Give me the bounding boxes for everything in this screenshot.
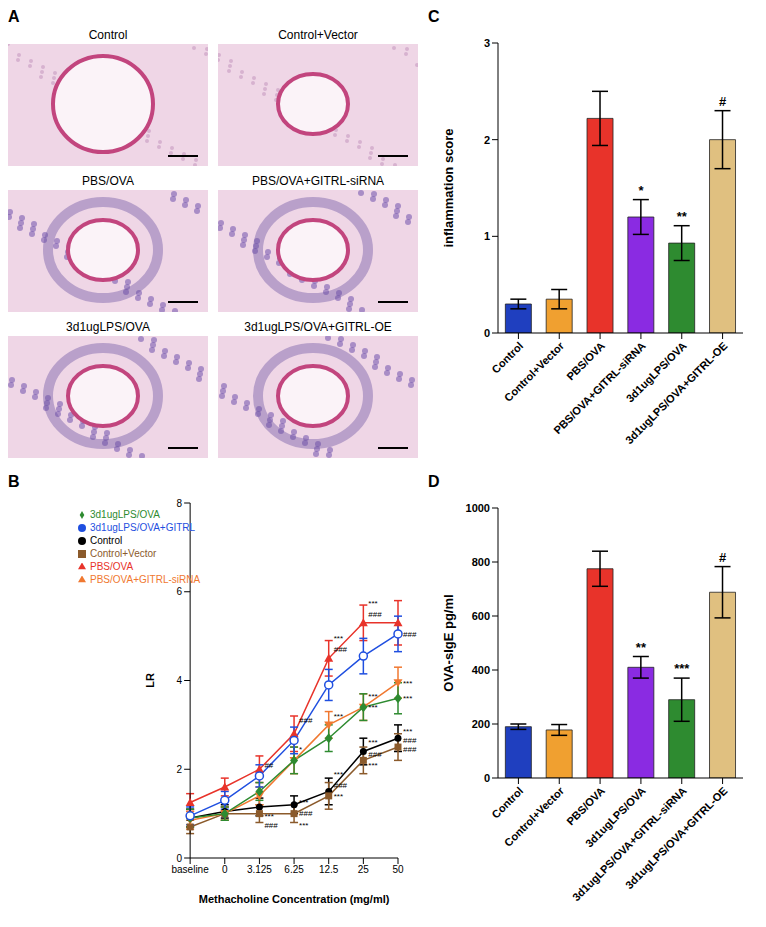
- svg-text:*: *: [299, 745, 302, 754]
- html-text:Control: Control: [88, 28, 128, 42]
- svg-text:***: ***: [403, 694, 412, 703]
- html-text:C: C: [428, 8, 440, 25]
- svg-text:***: ***: [368, 703, 377, 712]
- svg-text:6: 6: [177, 586, 183, 597]
- html-text:B: B: [8, 473, 20, 490]
- svg-text:baseline: baseline: [171, 864, 209, 875]
- svg-text:3d1ugLPS/OVA+GITRL-OE: 3d1ugLPS/OVA+GITRL-OE: [623, 784, 730, 891]
- svg-text:###: ###: [368, 750, 382, 759]
- html-text:Control+Vector: Control+Vector: [90, 548, 157, 559]
- svg-text:###: ###: [334, 645, 348, 654]
- svg-text:###: ###: [403, 745, 417, 754]
- html-text:Control: Control: [90, 535, 123, 546]
- svg-text:**: **: [636, 640, 647, 655]
- svg-text:3d1ugLPS/OVA+GITRL-OE: 3d1ugLPS/OVA+GITRL-OE: [623, 339, 730, 446]
- svg-text:1: 1: [484, 230, 490, 242]
- svg-text:200: 200: [472, 718, 490, 730]
- svg-text:###: ###: [368, 610, 382, 619]
- html-text:3d1ugLPS/OVA: 3d1ugLPS/OVA: [90, 509, 160, 520]
- svg-text:PBS/OVA+GITRL-siRNA: PBS/OVA+GITRL-siRNA: [551, 339, 648, 437]
- svg-text:6.25: 6.25: [284, 864, 304, 875]
- svg-text:##: ##: [264, 761, 273, 770]
- svg-text:***: ***: [334, 634, 343, 643]
- svg-text:***: ***: [368, 692, 377, 701]
- svg-text:###: ###: [299, 716, 313, 725]
- html-text:PBS/OVA+GITRL-siRNA: PBS/OVA+GITRL-siRNA: [251, 174, 385, 188]
- html-text:Control+Vector: Control+Vector: [278, 28, 358, 42]
- html-text:3d1ugLPS/OVA: 3d1ugLPS/OVA: [66, 320, 150, 334]
- svg-text:Methacholine Concentration (mg: Methacholine Concentration (mg/ml): [199, 893, 390, 905]
- svg-text:***: ***: [368, 599, 377, 608]
- svg-text:3: 3: [484, 37, 490, 49]
- svg-text:Control+Vector: Control+Vector: [502, 339, 567, 404]
- svg-text:0: 0: [484, 327, 490, 339]
- svg-text:###: ###: [264, 821, 278, 830]
- html-text:PBS/OVA: PBS/OVA: [82, 174, 134, 188]
- svg-text:###: ###: [299, 809, 313, 818]
- svg-text:***: ***: [299, 821, 308, 830]
- svg-text:0: 0: [177, 853, 183, 864]
- svg-text:2: 2: [177, 764, 183, 775]
- svg-text:25: 25: [358, 864, 370, 875]
- html-text:3d1ugLPS/OVA+GITRL-OE: 3d1ugLPS/OVA+GITRL-OE: [244, 320, 392, 334]
- svg-text:***: ***: [334, 770, 343, 779]
- svg-text:#: #: [719, 94, 727, 109]
- svg-text:8: 8: [177, 498, 183, 509]
- svg-text:*: *: [638, 183, 644, 198]
- svg-text:2: 2: [484, 134, 490, 146]
- svg-text:400: 400: [472, 664, 490, 676]
- svg-text:3.125: 3.125: [247, 864, 272, 875]
- svg-text:0: 0: [222, 864, 228, 875]
- svg-text:3d1ugLPS/OVA+GITRL-siRNA: 3d1ugLPS/OVA+GITRL-siRNA: [569, 784, 689, 904]
- svg-text:Control: Control: [489, 339, 525, 375]
- svg-text:***: ***: [299, 798, 308, 807]
- svg-text:PBS/OVA: PBS/OVA: [564, 339, 607, 382]
- svg-text:**: **: [677, 209, 688, 224]
- svg-text:***: ***: [368, 761, 377, 770]
- svg-text:50: 50: [392, 864, 404, 875]
- svg-text:***: ***: [334, 792, 343, 801]
- svg-text:#: #: [719, 550, 727, 565]
- svg-text:1000: 1000: [466, 502, 490, 514]
- svg-text:###: ###: [334, 781, 348, 790]
- svg-text:***: ***: [403, 727, 412, 736]
- svg-text:0: 0: [484, 772, 490, 784]
- svg-text:###: ###: [403, 736, 417, 745]
- svg-text:Control+Vector: Control+Vector: [502, 784, 567, 849]
- svg-text:600: 600: [472, 610, 490, 622]
- html-text:A: A: [8, 8, 20, 25]
- svg-text:12.5: 12.5: [319, 864, 339, 875]
- svg-text:***: ***: [264, 812, 273, 821]
- svg-text:800: 800: [472, 556, 490, 568]
- svg-text:PBS/OVA: PBS/OVA: [564, 784, 607, 827]
- svg-text:***: ***: [368, 738, 377, 747]
- svg-text:###: ###: [403, 630, 417, 639]
- svg-text:Control: Control: [489, 784, 525, 820]
- html-text:D: D: [428, 473, 440, 490]
- svg-text:OVA-sIgE pg/ml: OVA-sIgE pg/ml: [441, 594, 456, 691]
- svg-text:3d1ugLPS/OVA: 3d1ugLPS/OVA: [582, 784, 648, 850]
- svg-text:***: ***: [334, 712, 343, 721]
- svg-text:inflammation score: inflammation score: [441, 128, 456, 247]
- html-text:3d1ugLPS/OVA+GITRL: 3d1ugLPS/OVA+GITRL: [90, 522, 196, 533]
- html-text:PBS/OVA: PBS/OVA: [90, 561, 134, 572]
- html-text:PBS/OVA+GITRL-siRNA: PBS/OVA+GITRL-siRNA: [90, 574, 201, 585]
- svg-text:***: ***: [674, 661, 690, 676]
- svg-text:4: 4: [177, 675, 183, 686]
- svg-text:***: ***: [403, 679, 412, 688]
- svg-text:LR: LR: [144, 673, 156, 688]
